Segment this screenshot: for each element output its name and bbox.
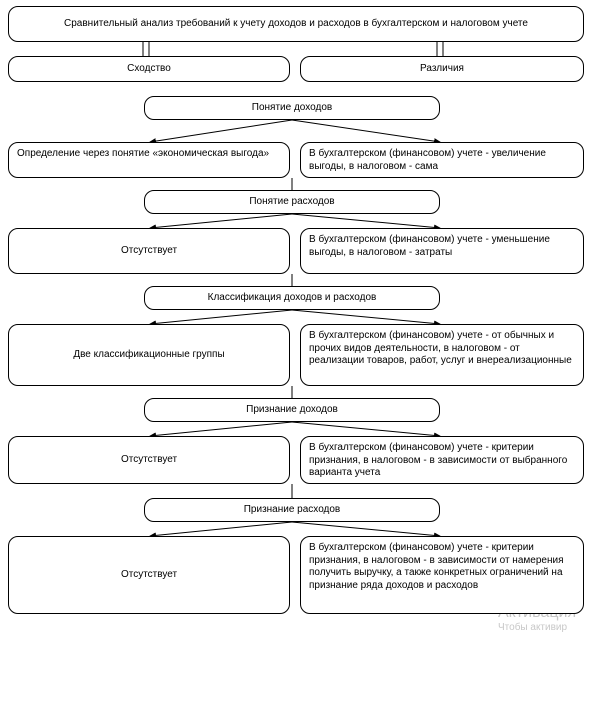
box-similar: Сходство (8, 56, 290, 82)
box-r_expense: В бухгалтерском (финансовом) учете - уме… (300, 228, 584, 274)
box-r_recexp: В бухгалтерском (финансовом) учете - кри… (300, 536, 584, 614)
box-r_class-label: В бухгалтерском (финансовом) учете - от … (309, 330, 575, 368)
box-h_expense-label: Понятие расходов (249, 196, 334, 209)
box-h_class: Классификация доходов и расходов (144, 286, 440, 310)
box-l_recinc-label: Отсутствует (121, 454, 177, 467)
box-r_recinc-label: В бухгалтерском (финансовом) учете - кри… (309, 442, 575, 480)
box-l_recexp-label: Отсутствует (121, 569, 177, 582)
box-r_income: В бухгалтерском (финансовом) учете - уве… (300, 142, 584, 178)
box-h_recexp: Признание расходов (144, 498, 440, 522)
box-h_recexp-label: Признание расходов (244, 504, 341, 517)
box-l_class: Две классификационные группы (8, 324, 290, 386)
watermark-sub: Чтобы активир (498, 622, 567, 633)
box-r_recexp-label: В бухгалтерском (финансовом) учете - кри… (309, 542, 575, 592)
box-r_income-label: В бухгалтерском (финансовом) учете - уве… (309, 148, 575, 173)
box-l_expense: Отсутствует (8, 228, 290, 274)
box-differ: Различия (300, 56, 584, 82)
box-r_expense-label: В бухгалтерском (финансовом) учете - уме… (309, 234, 575, 259)
box-differ-label: Различия (420, 63, 464, 76)
box-h_recinc-label: Признание доходов (246, 404, 338, 417)
box-l_expense-label: Отсутствует (121, 245, 177, 258)
box-h_expense: Понятие расходов (144, 190, 440, 214)
box-h_income: Понятие доходов (144, 96, 440, 120)
box-similar-label: Сходство (127, 63, 171, 76)
box-l_recinc: Отсутствует (8, 436, 290, 484)
box-l_class-label: Две классификационные группы (73, 349, 224, 362)
box-r_class: В бухгалтерском (финансовом) учете - от … (300, 324, 584, 386)
box-h_recinc: Признание доходов (144, 398, 440, 422)
box-h_class-label: Классификация доходов и расходов (208, 292, 377, 305)
box-r_recinc: В бухгалтерском (финансовом) учете - кри… (300, 436, 584, 484)
box-h_income-label: Понятие доходов (252, 102, 332, 115)
box-l_income: Определение через понятие «экономическая… (8, 142, 290, 178)
box-title-label: Сравнительный анализ требований к учету … (64, 18, 528, 31)
box-title: Сравнительный анализ требований к учету … (8, 6, 584, 42)
box-l_recexp: Отсутствует (8, 536, 290, 614)
box-l_income-label: Определение через понятие «экономическая… (17, 148, 269, 161)
